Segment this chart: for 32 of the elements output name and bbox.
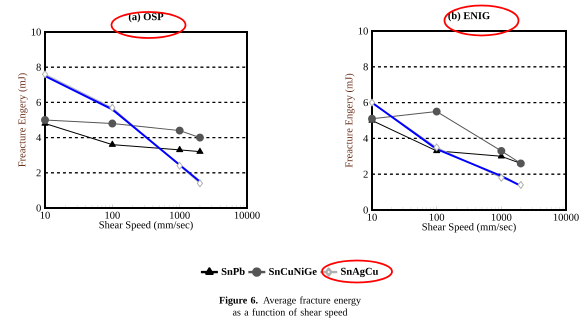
x-tick-label: 10000 [554, 214, 579, 221]
x-tick-label: 1000 [170, 212, 190, 219]
y-tick-label: 6 [36, 98, 41, 106]
y-tick-label: 10 [32, 28, 41, 36]
y-tick-label: 8 [36, 64, 41, 71]
point [498, 174, 504, 182]
y-tick-label: 6 [364, 99, 368, 106]
y-tick-label: 0 [363, 206, 368, 214]
legend-label: SnPb [222, 268, 245, 276]
y-tick-label: 4 [363, 134, 368, 142]
point [432, 108, 441, 116]
x-tick-label: 1000 [492, 214, 512, 221]
legend-label: SnCuNiGe [269, 268, 317, 276]
point [497, 146, 506, 155]
x-axis-title: Shear Speed (mm/sec) [422, 222, 516, 232]
chart-title: (a) OSP [128, 12, 164, 22]
x-tick-label: 10000 [234, 212, 260, 219]
y-tick-label: 4 [36, 134, 42, 142]
point [368, 98, 376, 107]
x-tick-label: 100 [430, 214, 444, 221]
y-tick-label: 2 [364, 170, 368, 178]
point [434, 143, 440, 152]
y-tick-label: 8 [363, 63, 368, 70]
legend-label: SnAgCu [341, 268, 378, 278]
y-axis-title: Freacture Engery (mJ) [345, 74, 355, 168]
text: Figure 6. Average fracture energy as a function of shear speed [219, 296, 361, 318]
x-tick-label: 100 [105, 212, 120, 219]
y-tick-label: 2 [36, 169, 41, 176]
y-tick-label: 10 [358, 27, 368, 35]
y-tick-label: 0 [36, 204, 41, 212]
x-axis-title: Shear Speed (mm/sec) [99, 220, 193, 230]
y-axis-title: Freacture Engery (mJ) [18, 73, 28, 167]
